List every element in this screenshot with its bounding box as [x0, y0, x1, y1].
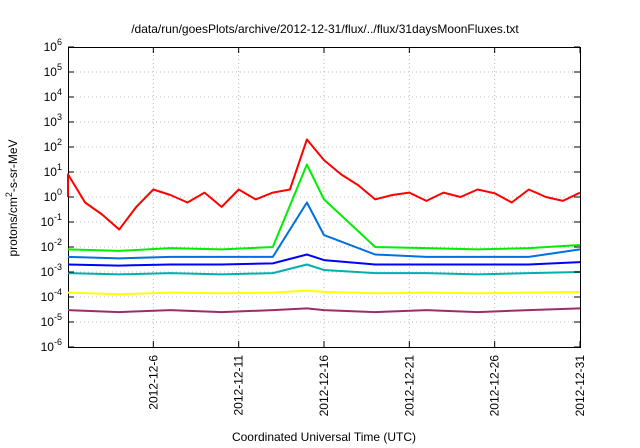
- series-line-5: [67, 201, 581, 260]
- y-tick-label: 10-2: [41, 237, 62, 254]
- chart-title: /data/run/goesPlots/archive/2012-12-31/f…: [131, 22, 519, 36]
- x-axis-label: Coordinated Universal Time (UTC): [232, 430, 416, 444]
- y-tick-label: 10-4: [41, 287, 62, 304]
- x-tick-label: 2012-12-6: [146, 355, 160, 410]
- x-tick-label: 2012-12-21: [402, 355, 416, 417]
- y-tick-label: 103: [44, 112, 62, 129]
- series-line-4: [67, 253, 581, 267]
- x-tick-label: 2012-12-26: [488, 355, 502, 417]
- series-line-7: [67, 138, 581, 231]
- y-tick-label: 105: [44, 62, 62, 79]
- grid: [68, 47, 580, 347]
- x-axis-ticks: 2012-12-6 2012-12-11 2012-12-16 2012-12-21 2…: [146, 47, 587, 416]
- y-tick-label: 104: [44, 87, 62, 104]
- y-tick-label: 106: [44, 37, 62, 54]
- series-group: [67, 138, 581, 314]
- x-tick-label: 2012-12-16: [317, 355, 331, 417]
- series-line-1: [67, 307, 581, 314]
- y-tick-label: 10-5: [41, 312, 62, 329]
- series-line-3: [67, 263, 581, 276]
- x-tick-label: 2012-12-11: [232, 355, 246, 416]
- series-line-6: [67, 163, 581, 252]
- series-line-2: [67, 289, 581, 296]
- y-tick-label: 10-3: [41, 262, 62, 279]
- y-axis-label: protons/cm2-s-sr-MeV: [4, 139, 20, 256]
- x-tick-label: 2012-12-31: [573, 355, 587, 417]
- y-tick-label: 100: [44, 187, 62, 204]
- y-tick-label: 10-1: [41, 212, 62, 229]
- y-tick-label: 10-6: [41, 337, 62, 354]
- y-tick-label: 101: [44, 162, 62, 179]
- y-tick-label: 102: [44, 137, 62, 154]
